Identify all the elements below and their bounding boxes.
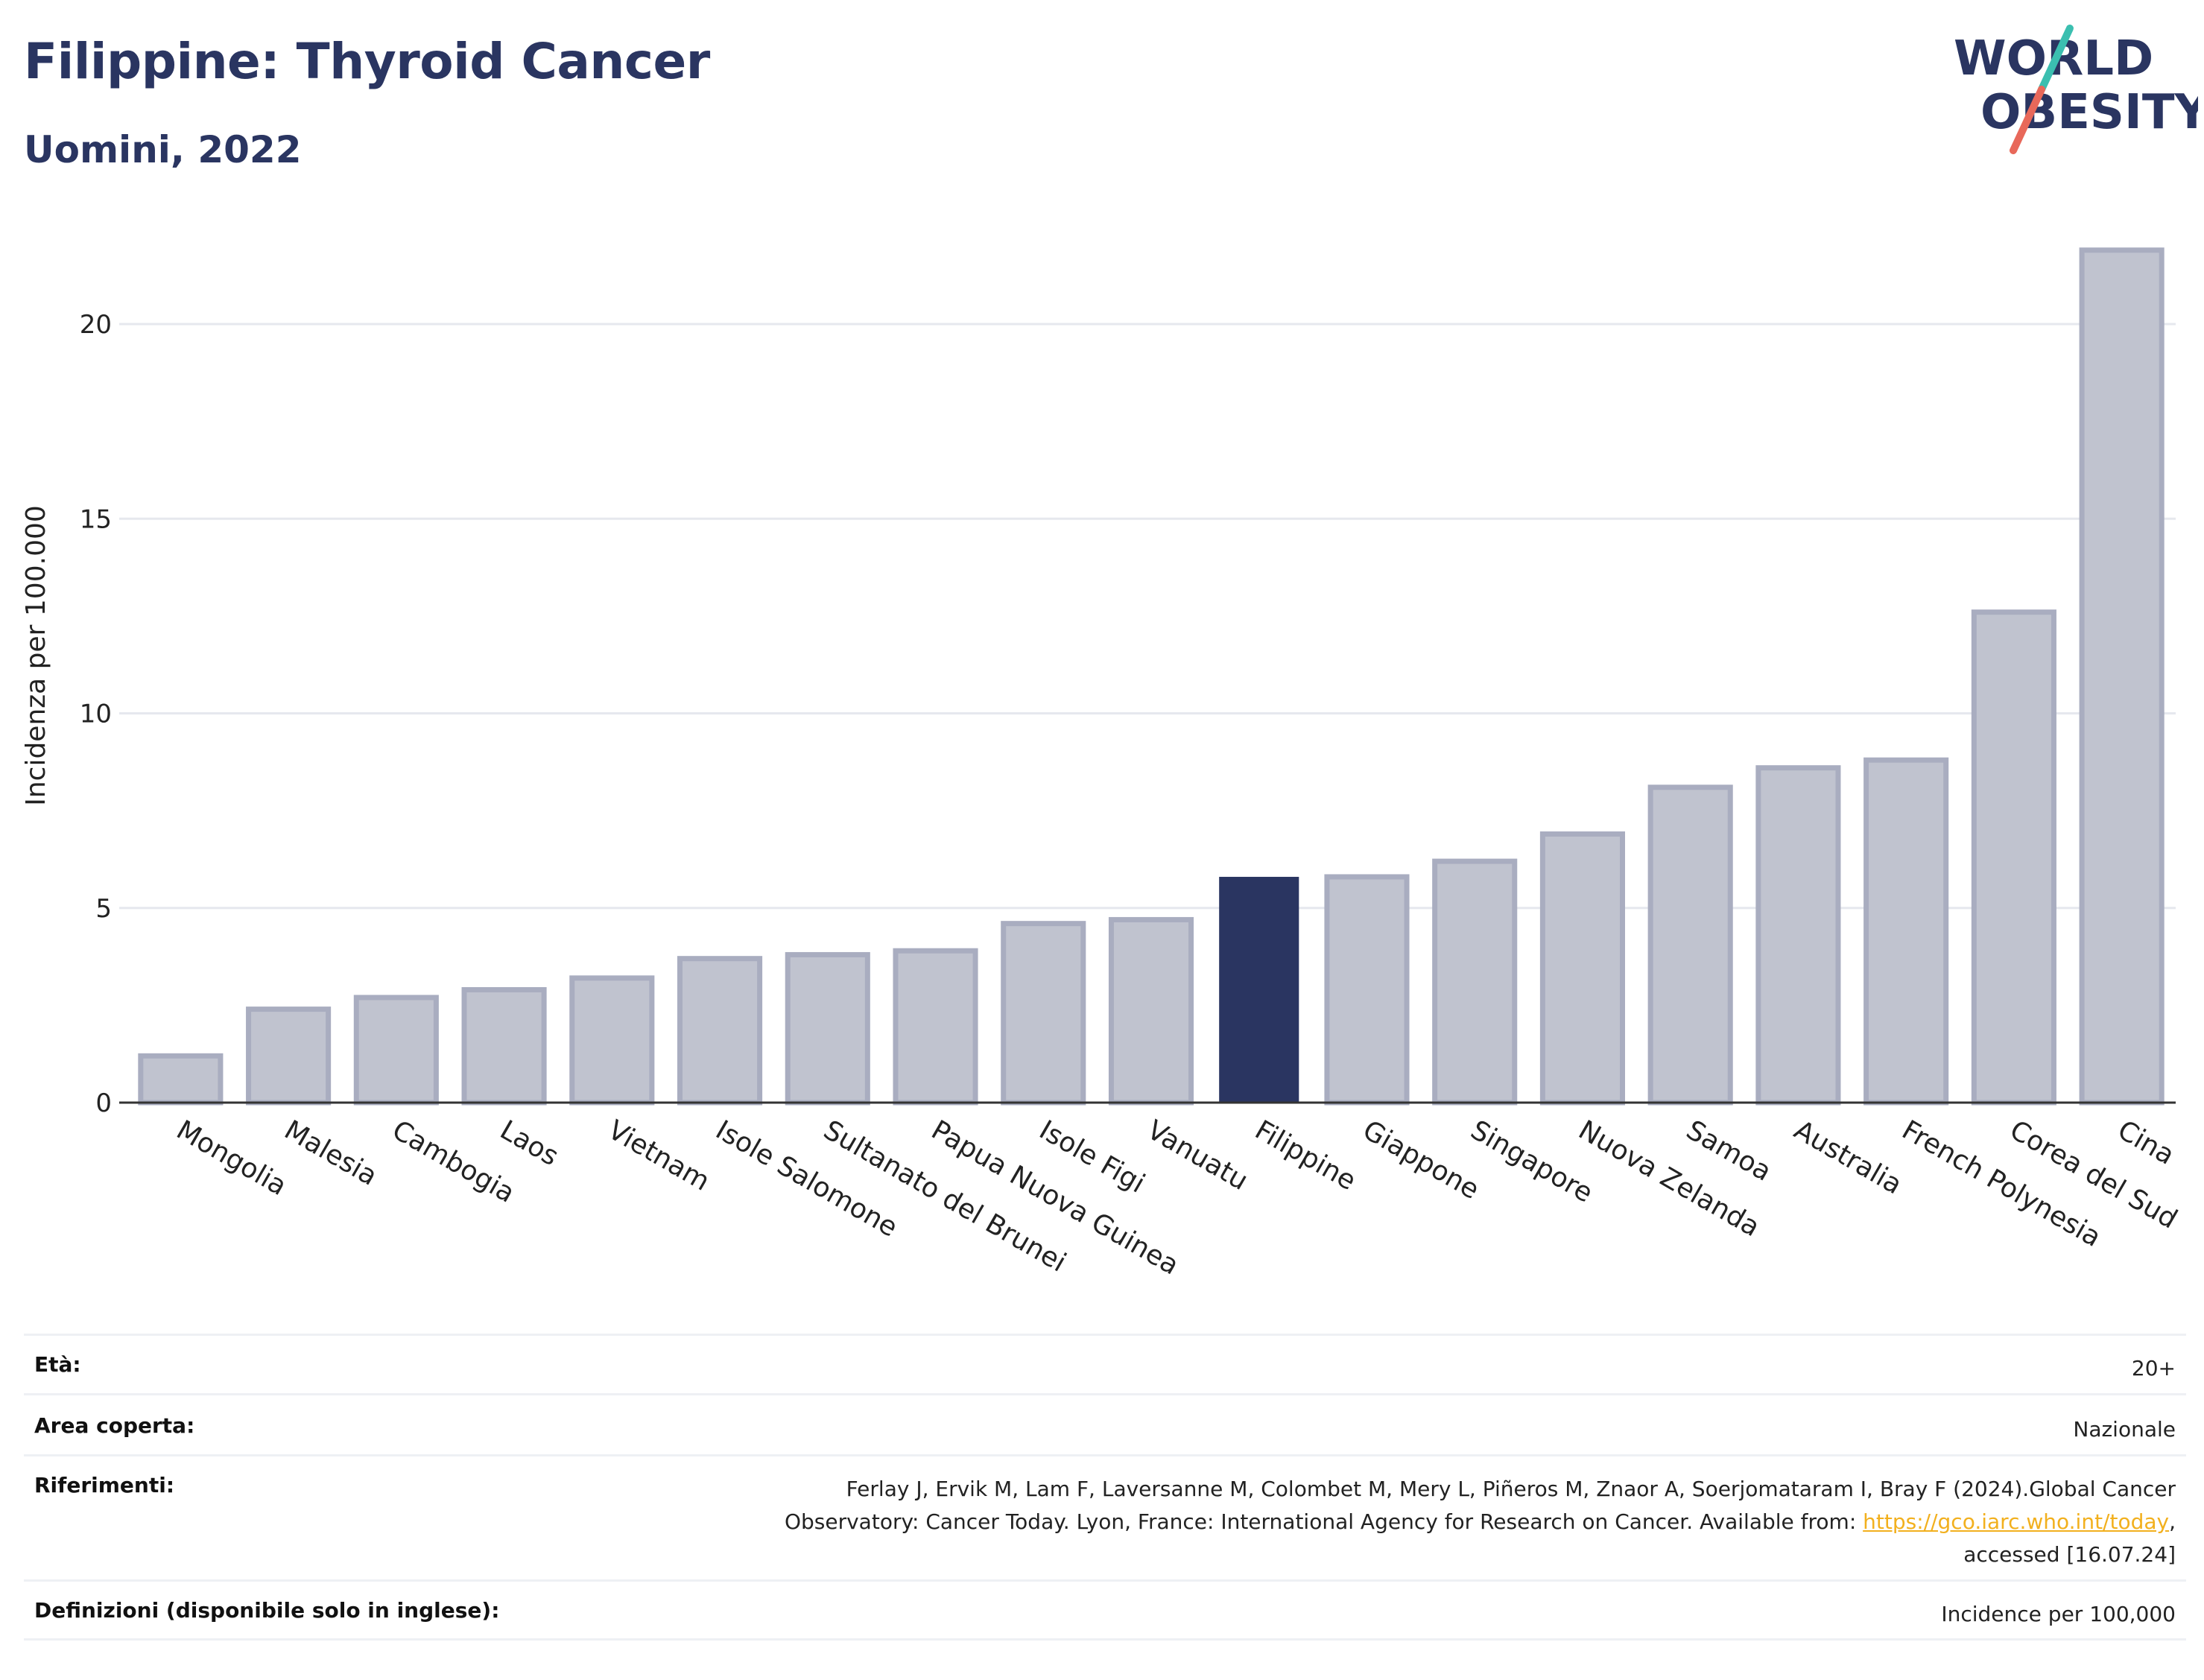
definitions-label: Definizioni (disponibile solo in inglese… xyxy=(34,1598,500,1623)
y-axis-label: Incidenza per 100.000 xyxy=(21,505,51,806)
y-tick-label: 15 xyxy=(80,504,112,534)
chart-title: Filippine: Thyroid Cancer xyxy=(24,33,710,90)
bar-french-polynesia[interactable] xyxy=(1863,757,1949,1106)
x-tick-label: Vanuatu xyxy=(1142,1115,1253,1196)
bar-australia[interactable] xyxy=(1755,765,1841,1106)
references-label: Riferimenti: xyxy=(34,1473,175,1497)
logo-text-obesity: OBESITY xyxy=(1980,85,2198,140)
reference-line-1: Ferlay J, Ervik M, Lam F, Laversanne M, … xyxy=(846,1477,2176,1501)
bar-singapore[interactable] xyxy=(1432,858,1518,1106)
info-row-definitions: Definizioni (disponibile solo in inglese… xyxy=(24,1579,2186,1641)
x-tick-label: Isole Salomone xyxy=(711,1115,903,1243)
definitions-value: Incidence per 100,000 xyxy=(1941,1602,2176,1626)
x-tick-label: Cina xyxy=(2112,1115,2179,1171)
bar-cina[interactable] xyxy=(2079,247,2165,1106)
bar-papua-nuova-guinea[interactable] xyxy=(893,948,978,1106)
bar-cambogia[interactable] xyxy=(353,995,439,1106)
info-row-age: Età: 20+ xyxy=(24,1334,2186,1393)
x-tick-label: Malesia xyxy=(279,1115,382,1192)
bar-vanuatu[interactable] xyxy=(1108,916,1194,1106)
bar-vietnam[interactable] xyxy=(569,975,655,1106)
bar-corea-del-sud[interactable] xyxy=(1971,609,2056,1106)
age-label: Età: xyxy=(34,1352,81,1377)
logo-slash-top xyxy=(2038,25,2074,93)
x-tick-label: Nuova Zelanda xyxy=(1573,1115,1764,1243)
bar-isole-salomone[interactable] xyxy=(677,956,763,1106)
x-tick-label: Vietnam xyxy=(603,1115,715,1197)
reference-link[interactable]: https://gco.iarc.who.int/today xyxy=(1863,1509,2170,1534)
age-value: 20+ xyxy=(2131,1356,2176,1381)
x-tick-label: Cambogia xyxy=(387,1115,519,1209)
chart-subtitle: Uomini, 2022 xyxy=(24,128,302,171)
x-tick-label: Mongolia xyxy=(171,1115,292,1202)
reference-line-2: Observatory: Cancer Today. Lyon, France:… xyxy=(784,1509,1863,1534)
bar-nuova-zelanda[interactable] xyxy=(1539,831,1626,1106)
bar-malesia[interactable] xyxy=(246,1007,332,1106)
bar-mongolia[interactable] xyxy=(138,1053,224,1106)
area-label: Area coperta: xyxy=(34,1413,195,1438)
x-tick-label: Laos xyxy=(495,1115,563,1172)
y-tick-label: 5 xyxy=(95,894,112,924)
y-axis-ticks: 0 5 10 15 20 xyxy=(80,310,112,1118)
x-tick-label: Giappone xyxy=(1358,1115,1484,1205)
x-tick-label: French Polynesia xyxy=(1897,1115,2106,1253)
bar-sultanato-del-brunei[interactable] xyxy=(785,951,870,1106)
y-tick-label: 0 xyxy=(95,1088,112,1118)
references-value: Ferlay J, Ervik M, Lam F, Laversanne M, … xyxy=(785,1473,2186,1571)
logo-slash-bottom xyxy=(2010,86,2045,154)
bar-isole-figi[interactable] xyxy=(1001,921,1086,1106)
info-row-area: Area coperta: Nazionale xyxy=(24,1393,2186,1454)
x-tick-label: Australia xyxy=(1789,1115,1907,1200)
x-tick-label: Singapore xyxy=(1466,1115,1598,1208)
bars xyxy=(138,247,2165,1106)
y-tick-label: 10 xyxy=(80,700,112,729)
bar-filippine[interactable] xyxy=(1219,876,1299,1103)
info-table: Età: 20+ Area coperta: Nazionale Riferim… xyxy=(24,1334,2186,1641)
world-obesity-logo: WORLD OBESITY xyxy=(1954,25,2198,154)
reference-line-3: accessed [16.07.24] xyxy=(1963,1542,2176,1567)
x-tick-label: Filippine xyxy=(1250,1115,1361,1196)
y-tick-label: 20 xyxy=(80,310,112,340)
reference-line-2-end: , xyxy=(2169,1509,2176,1534)
bar-laos[interactable] xyxy=(461,986,547,1106)
area-value: Nazionale xyxy=(2073,1417,2176,1442)
bar-samoa[interactable] xyxy=(1647,784,1733,1106)
bar-giappone[interactable] xyxy=(1324,874,1410,1106)
info-row-references: Riferimenti: Ferlay J, Ervik M, Lam F, L… xyxy=(24,1454,2186,1579)
